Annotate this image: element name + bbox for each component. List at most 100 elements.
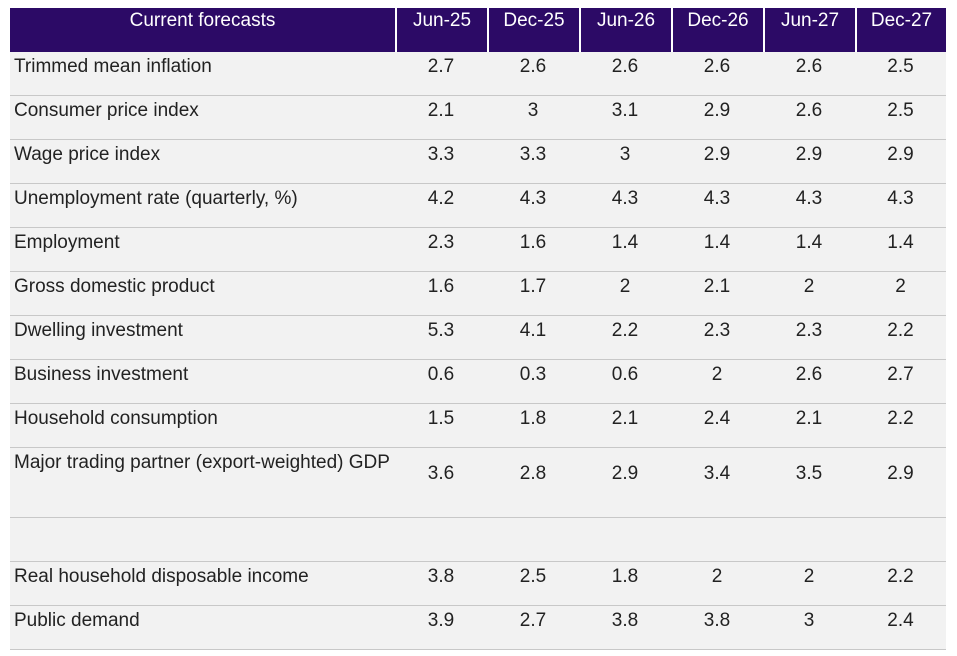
value-cell: 3.6 — [395, 448, 487, 518]
value-cell: 2 — [763, 562, 855, 606]
row-label: Business investment — [10, 360, 395, 404]
value-cell: 2.6 — [763, 360, 855, 404]
value-cell — [855, 518, 946, 562]
value-cell: 2.1 — [395, 96, 487, 140]
row-label: Household consumption — [10, 404, 395, 448]
value-cell: 1.4 — [855, 228, 946, 272]
row-label: Unemployment rate (quarterly, %) — [10, 184, 395, 228]
value-cell: 2 — [671, 360, 763, 404]
header-title: Current forecasts — [10, 8, 395, 52]
value-cell: 2.9 — [671, 140, 763, 184]
value-cell: 2.7 — [395, 52, 487, 96]
value-cell: 3 — [579, 140, 671, 184]
value-cell: 2.9 — [855, 140, 946, 184]
value-cell: 2 — [671, 562, 763, 606]
value-cell: 1.4 — [671, 228, 763, 272]
value-cell: 2.2 — [855, 562, 946, 606]
value-cell: 2 — [855, 272, 946, 316]
value-cell: 4.3 — [487, 184, 579, 228]
table-row: Wage price index 3.3 3.3 3 2.9 2.9 2.9 — [10, 140, 946, 184]
value-cell: 3 — [487, 96, 579, 140]
table-row: Business investment 0.6 0.3 0.6 2 2.6 2.7 — [10, 360, 946, 404]
value-cell: 2.6 — [763, 52, 855, 96]
row-label: Trimmed mean inflation — [10, 52, 395, 96]
row-label: Real household disposable income — [10, 562, 395, 606]
table-row: Public demand 3.9 2.7 3.8 3.8 3 2.4 — [10, 606, 946, 650]
value-cell: 4.3 — [763, 184, 855, 228]
row-label: Consumer price index — [10, 96, 395, 140]
value-cell: 2.2 — [579, 316, 671, 360]
value-cell: 2.9 — [671, 96, 763, 140]
header-period: Dec-25 — [487, 8, 579, 52]
header-period: Jun-27 — [763, 8, 855, 52]
value-cell: 2.4 — [855, 606, 946, 650]
value-cell: 2.5 — [855, 52, 946, 96]
table-row — [10, 518, 946, 562]
value-cell: 0.6 — [395, 360, 487, 404]
table-row: Employment 2.3 1.6 1.4 1.4 1.4 1.4 — [10, 228, 946, 272]
value-cell: 2.4 — [671, 404, 763, 448]
value-cell: 2.7 — [487, 606, 579, 650]
row-label: Employment — [10, 228, 395, 272]
value-cell: 1.8 — [579, 562, 671, 606]
value-cell — [579, 518, 671, 562]
value-cell: 0.6 — [579, 360, 671, 404]
value-cell: 2.9 — [855, 448, 946, 518]
value-cell: 3 — [763, 606, 855, 650]
table-row: Real household disposable income 3.8 2.5 1.… — [10, 562, 946, 606]
header-period: Jun-25 — [395, 8, 487, 52]
value-cell: 2.2 — [855, 316, 946, 360]
row-label: Gross domestic product — [10, 272, 395, 316]
value-cell: 3.4 — [671, 448, 763, 518]
value-cell: 1.5 — [395, 404, 487, 448]
value-cell: 2.6 — [579, 52, 671, 96]
value-cell: 1.6 — [487, 228, 579, 272]
value-cell: 1.7 — [487, 272, 579, 316]
value-cell: 2.3 — [395, 228, 487, 272]
value-cell: 4.3 — [671, 184, 763, 228]
value-cell: 2.1 — [671, 272, 763, 316]
value-cell — [671, 518, 763, 562]
header-period: Dec-26 — [671, 8, 763, 52]
value-cell: 2 — [579, 272, 671, 316]
value-cell: 3.8 — [579, 606, 671, 650]
table-row: Dwelling investment 5.3 4.1 2.2 2.3 2.3 2.2 — [10, 316, 946, 360]
value-cell: 2.5 — [487, 562, 579, 606]
value-cell: 2.7 — [855, 360, 946, 404]
forecasts-table: Current forecasts Jun-25 Dec-25 Jun-26 D… — [10, 8, 946, 650]
row-label: Wage price index — [10, 140, 395, 184]
value-cell: 1.4 — [579, 228, 671, 272]
value-cell — [763, 518, 855, 562]
value-cell: 5.3 — [395, 316, 487, 360]
table-row: Trimmed mean inflation 2.7 2.6 2.6 2.6 2.6 2.5 — [10, 52, 946, 96]
value-cell: 1.6 — [395, 272, 487, 316]
value-cell: 2.3 — [763, 316, 855, 360]
value-cell: 3.3 — [487, 140, 579, 184]
header-row: Current forecasts Jun-25 Dec-25 Jun-26 D… — [10, 8, 946, 52]
value-cell: 3.3 — [395, 140, 487, 184]
value-cell: 1.8 — [487, 404, 579, 448]
table-row: Consumer price index 2.1 3 3.1 2.9 2.6 2.5 — [10, 96, 946, 140]
value-cell: 2.9 — [579, 448, 671, 518]
value-cell: 4.2 — [395, 184, 487, 228]
table-row: Unemployment rate (quarterly, %) 4.2 4.3 4.… — [10, 184, 946, 228]
table-body: Trimmed mean inflation 2.7 2.6 2.6 2.6 2.6 2.5… — [10, 52, 946, 650]
value-cell: 2.6 — [671, 52, 763, 96]
value-cell: 3.5 — [763, 448, 855, 518]
header-period: Jun-26 — [579, 8, 671, 52]
row-label: Public demand — [10, 606, 395, 650]
value-cell: 2.6 — [763, 96, 855, 140]
table-row: Major trading partner (export-weighted) … — [10, 448, 946, 518]
value-cell: 2.9 — [763, 140, 855, 184]
row-label — [10, 518, 395, 562]
value-cell: 3.8 — [671, 606, 763, 650]
value-cell: 0.3 — [487, 360, 579, 404]
value-cell — [487, 518, 579, 562]
value-cell: 2 — [763, 272, 855, 316]
value-cell: 2.8 — [487, 448, 579, 518]
value-cell: 3.8 — [395, 562, 487, 606]
header-period: Dec-27 — [855, 8, 946, 52]
value-cell — [395, 518, 487, 562]
table-header: Current forecasts Jun-25 Dec-25 Jun-26 D… — [10, 8, 946, 52]
table-row: Household consumption 1.5 1.8 2.1 2.4 2.1 2.2 — [10, 404, 946, 448]
